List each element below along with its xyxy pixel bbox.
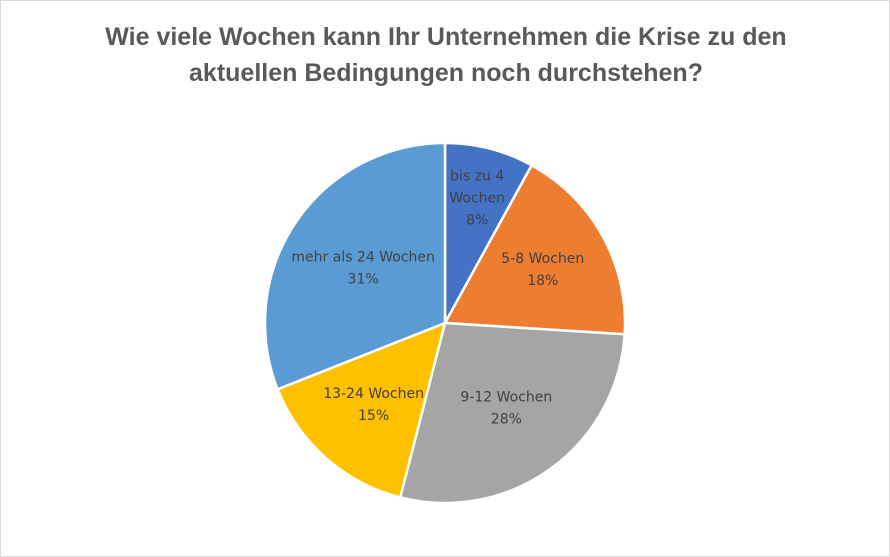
pie-slice-value-3: 15% [358,408,389,424]
pie-slice-label-2: 9-12 Wochen 28% [460,389,552,427]
pie-slice-1 [443,164,627,336]
pie-slice-value-4: 31% [348,271,379,287]
pie-slice-value-2: 28% [491,411,522,427]
chart-title-line-1: Wie viele Wochen kann Ihr Unternehmen di… [105,23,787,51]
pie-slice-2 [398,321,626,505]
pie-slice-0 [443,141,533,325]
pie-slice-value-0: 8% [466,212,488,228]
pie-slice-name-0: Wochen [449,190,505,206]
chart-title: Wie viele Wochen kann Ihr Unternehmen di… [41,19,851,91]
chart-title-line-2: aktuellen Bedingungen noch durchstehen? [189,59,703,87]
pie-labels: bis zu 4 Wochen 8% 5-8 Wochen 18% 9-12 Wochen… [291,168,584,427]
pie-slice-name-1: 5-8 Wochen [501,251,584,267]
pie-slice-label-4: mehr als 24 Wochen 31% [291,249,434,287]
pie-slice-name-4: mehr als 24 Wochen [291,249,434,265]
pie-slices [263,141,627,505]
pie-slice-name-3: 13-24 Wochen [323,386,424,402]
pie-slice-name-2: 9-12 Wochen [460,389,552,405]
pie-slice-label-1: 5-8 Wochen 18% [501,251,584,289]
pie-slice-label-3: 13-24 Wochen 15% [323,386,424,424]
pie-slice-label-0: bis zu 4 Wochen 8% [449,168,505,228]
pie-slice-value-1: 18% [527,273,558,289]
pie-slice-3 [276,321,447,499]
pie-slice-4 [263,141,447,391]
pie-slice-name-0: bis zu 4 [450,168,504,184]
